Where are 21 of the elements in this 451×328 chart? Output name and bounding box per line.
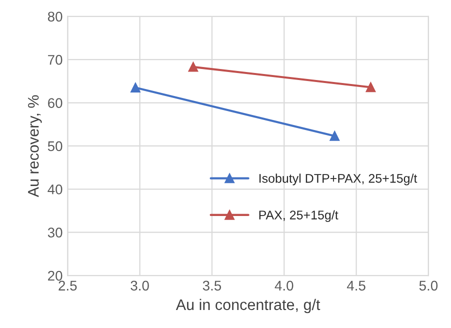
point xyxy=(188,62,198,72)
legend-label: PAX, 25+15g/t xyxy=(259,210,338,222)
point xyxy=(330,131,340,141)
y-tick-label: 30 xyxy=(48,228,62,238)
x-tick-label: 3.5 xyxy=(202,280,222,291)
y-tick-label: 50 xyxy=(48,141,62,152)
y-tick-label: 70 xyxy=(48,54,62,65)
y-tick-label: 20 xyxy=(48,270,62,281)
x-axis-title: Au in concentrate, g/t xyxy=(176,298,320,314)
point xyxy=(130,82,140,93)
point xyxy=(366,82,376,92)
x-tick-label: 4.5 xyxy=(346,280,366,291)
legend-label: Isobutyl DTP+PAX, 25+15g/t xyxy=(259,174,418,186)
y-tick-label: 40 xyxy=(48,184,62,194)
x-tick-label: 2.5 xyxy=(58,280,77,291)
x-tick-label: 5.0 xyxy=(419,280,438,291)
x-tick-label: 4.0 xyxy=(274,280,294,291)
x-tick-label: 3.0 xyxy=(130,280,149,291)
y-tick-label: 80 xyxy=(48,12,62,22)
y-axis-title: Au recovery, % xyxy=(28,95,42,198)
y-tick-label: 60 xyxy=(48,98,62,108)
